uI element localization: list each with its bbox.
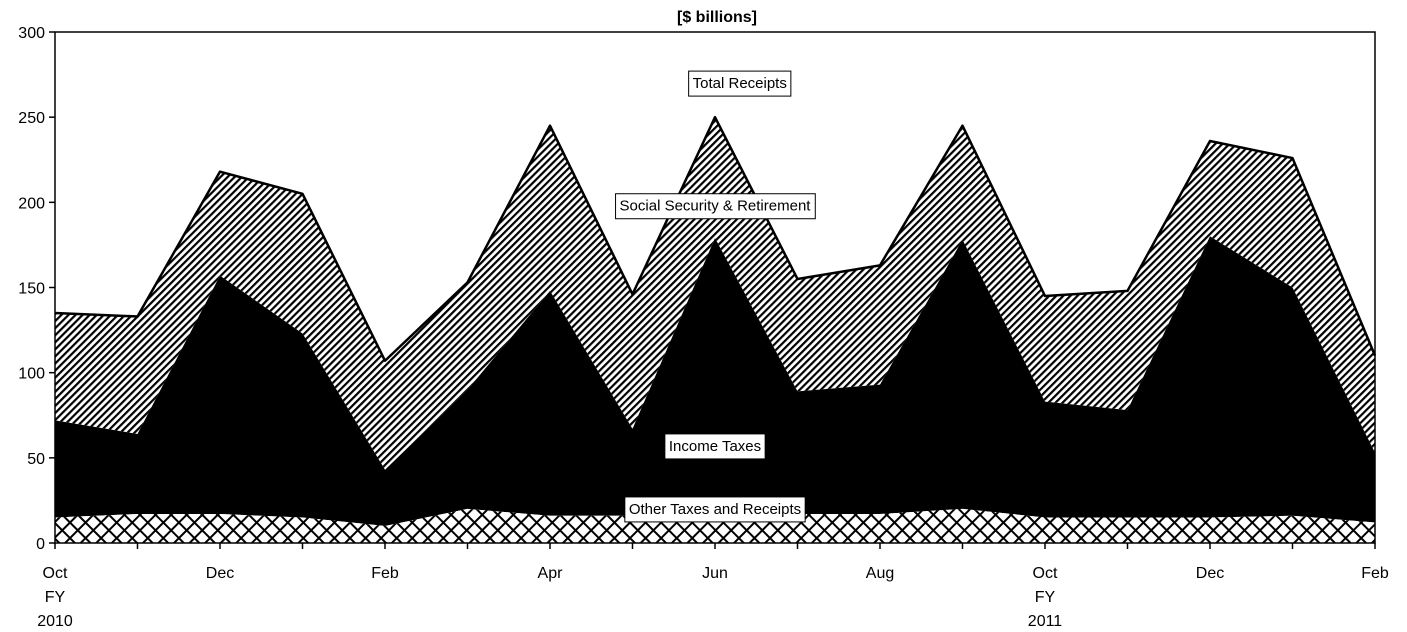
x-tick-label: Feb [1361,565,1389,582]
annotation-text: Other Taxes and Receipts [629,501,801,518]
annotation-text: Income Taxes [669,438,761,455]
area-income-taxes [55,236,1375,526]
area-other-taxes [55,508,1375,543]
y-tick-label: 150 [18,281,45,298]
chart-title: [$ billions] [677,9,757,26]
y-tick-label: 0 [36,536,45,553]
x-tick-label: Oct FY 2010 [37,565,73,630]
annotation-text: Social Security & Retirement [620,198,812,215]
annotations: Total Receipts Social Security & Retireme… [615,70,816,523]
annotation-box [624,496,806,523]
annotation-label: Social Security & Retirement [615,193,816,220]
x-tick-label: Dec [1196,565,1224,582]
annotation-label: Income Taxes [664,433,766,460]
x-tick-label: Feb [371,565,399,582]
annotation-box [688,70,792,97]
x-tick-label: Dec [206,565,234,582]
plot-areas [54,115,1377,543]
line-total-receipts [54,115,1377,362]
x-tick-label: Jun [702,565,728,582]
annotation-label: Other Taxes and Receipts [624,496,806,523]
y-tick-label: 200 [18,195,45,212]
annotation-box [615,193,816,220]
y-tick-label: 300 [18,25,45,42]
y-axis: 0 50 100 150 200 250 300 [18,25,55,553]
x-axis: Oct FY 2010 Dec Feb Apr Jun Aug Oct FY 2011 Dec Feb [37,543,1389,630]
annotation-box [664,433,766,460]
annotation-text: Total Receipts [693,75,787,92]
area-social-security [55,117,1375,470]
annotation-label: Total Receipts [688,70,792,97]
x-tick-label: Aug [866,565,894,582]
x-tick-label: Oct FY 2011 [1028,565,1063,630]
y-tick-label: 100 [18,366,45,383]
y-tick-label: 250 [18,110,45,127]
y-tick-label: 50 [27,451,45,468]
x-tick-label: Apr [538,565,564,582]
